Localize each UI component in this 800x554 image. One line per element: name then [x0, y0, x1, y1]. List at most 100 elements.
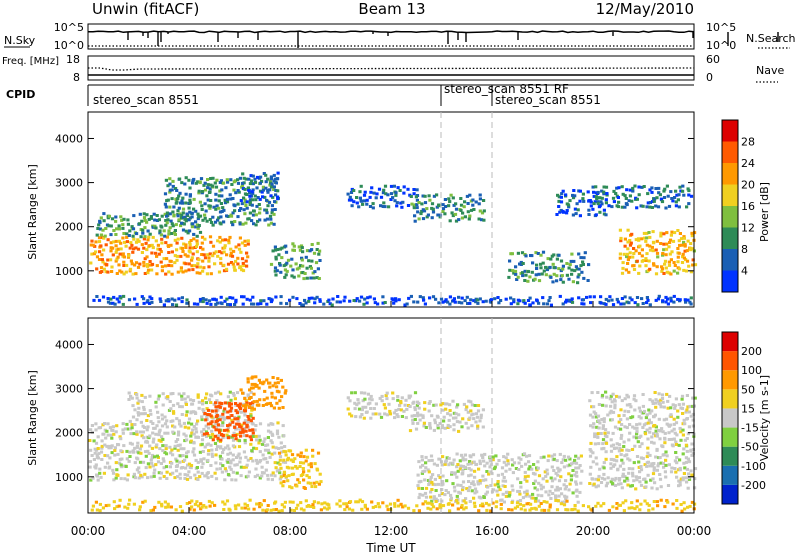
heatmap-cell	[557, 253, 561, 257]
noise-right-tick-top: 10^5	[706, 21, 736, 34]
heatmap-cell	[167, 408, 172, 412]
heatmap-cell	[145, 213, 149, 217]
heatmap-cell	[474, 462, 478, 466]
heatmap-cell	[207, 398, 212, 402]
heatmap-cell	[220, 251, 224, 255]
heatmap-cell	[450, 211, 454, 215]
heatmap-cell	[267, 423, 271, 427]
heatmap-cell	[236, 202, 240, 206]
heatmap-cell	[547, 454, 551, 458]
heatmap-cell	[477, 509, 481, 513]
heatmap-cell	[266, 402, 270, 406]
heatmap-cell	[462, 205, 466, 209]
heatmap-cell	[298, 302, 302, 305]
heatmap-cell	[108, 426, 112, 430]
heatmap-cell	[207, 299, 212, 303]
heatmap-cell	[631, 474, 635, 478]
heatmap-cell	[164, 178, 168, 182]
heatmap-cell	[216, 408, 220, 412]
heatmap-cell	[606, 431, 610, 435]
heatmap-cell	[346, 192, 350, 196]
heatmap-cell	[655, 447, 659, 451]
heatmap-cell	[453, 471, 457, 475]
heatmap-cell	[404, 398, 408, 402]
heatmap-cell	[281, 484, 285, 488]
heatmap-cell	[388, 502, 393, 506]
heatmap-cell	[418, 418, 422, 422]
heatmap-cell	[526, 279, 530, 283]
heatmap-cell	[541, 296, 545, 300]
heatmap-cell	[654, 272, 659, 276]
heatmap-cell	[575, 474, 579, 478]
heatmap-cell	[194, 220, 198, 224]
heatmap-cell	[238, 431, 242, 435]
heatmap-cell	[677, 267, 682, 271]
heatmap-cell	[462, 464, 466, 468]
heatmap-cell	[250, 406, 254, 410]
heatmap-cell	[193, 264, 197, 268]
heatmap-cell	[355, 297, 359, 301]
heatmap-cell	[653, 413, 657, 417]
heatmap-cell	[462, 499, 466, 503]
heatmap-cell	[687, 193, 691, 197]
heatmap-cell	[479, 504, 483, 508]
heatmap-cell	[173, 446, 177, 450]
heatmap-cell	[183, 397, 187, 401]
heatmap-cell	[629, 405, 633, 409]
heatmap-cell	[128, 441, 132, 445]
heatmap-cell	[428, 478, 432, 482]
heatmap-cell	[634, 196, 638, 200]
heatmap-cell	[195, 242, 199, 246]
heatmap-cell	[662, 196, 667, 199]
heatmap-cell	[604, 185, 609, 189]
heatmap-cell	[117, 224, 121, 228]
heatmap-cell	[646, 473, 650, 477]
heatmap-cell	[97, 452, 101, 456]
colorbar-tick-label: 15	[741, 402, 755, 415]
heatmap-cell	[578, 214, 582, 218]
heatmap-cell	[265, 217, 270, 221]
heatmap-cell	[675, 475, 679, 479]
heatmap-cell	[214, 401, 218, 405]
heatmap-cell	[656, 255, 660, 259]
heatmap-cell	[181, 207, 186, 211]
heatmap-cell	[670, 197, 674, 200]
heatmap-cell	[466, 302, 470, 305]
heatmap-cell	[195, 435, 199, 439]
heatmap-cell	[430, 502, 434, 506]
heatmap-cell	[664, 463, 668, 467]
heatmap-cell	[673, 196, 677, 199]
heatmap-cell	[168, 177, 172, 181]
heatmap-cell	[489, 300, 493, 304]
heatmap-cell	[463, 466, 467, 469]
heatmap-cell	[166, 184, 170, 188]
heatmap-cell	[414, 195, 418, 199]
heatmap-cell	[180, 236, 184, 240]
heatmap-cell	[604, 404, 608, 408]
heatmap-cell	[652, 462, 656, 465]
heatmap-cell	[220, 194, 224, 198]
heatmap-cell	[206, 422, 210, 426]
heatmap-cell	[672, 269, 676, 273]
heatmap-cell	[208, 252, 212, 256]
heatmap-cell	[269, 473, 274, 477]
heatmap-cell	[528, 465, 532, 469]
heatmap-cell	[192, 508, 196, 512]
heatmap-cell	[194, 430, 199, 434]
heatmap-cell	[582, 302, 586, 306]
heatmap-cell	[247, 189, 251, 192]
heatmap-cell	[166, 198, 170, 202]
heatmap-cell	[239, 434, 243, 438]
heatmap-cell	[649, 421, 653, 425]
heatmap-cell	[678, 185, 682, 189]
heatmap-cell	[465, 405, 469, 409]
heatmap-cell	[150, 262, 155, 266]
heatmap-cell	[392, 411, 396, 415]
heatmap-cell	[594, 412, 598, 416]
heatmap-cell	[451, 399, 455, 403]
heatmap-cell	[256, 302, 260, 306]
heatmap-cell	[533, 472, 537, 476]
heatmap-cell	[279, 295, 283, 299]
colorbar-swatch	[722, 370, 738, 390]
heatmap-cell	[565, 211, 569, 215]
